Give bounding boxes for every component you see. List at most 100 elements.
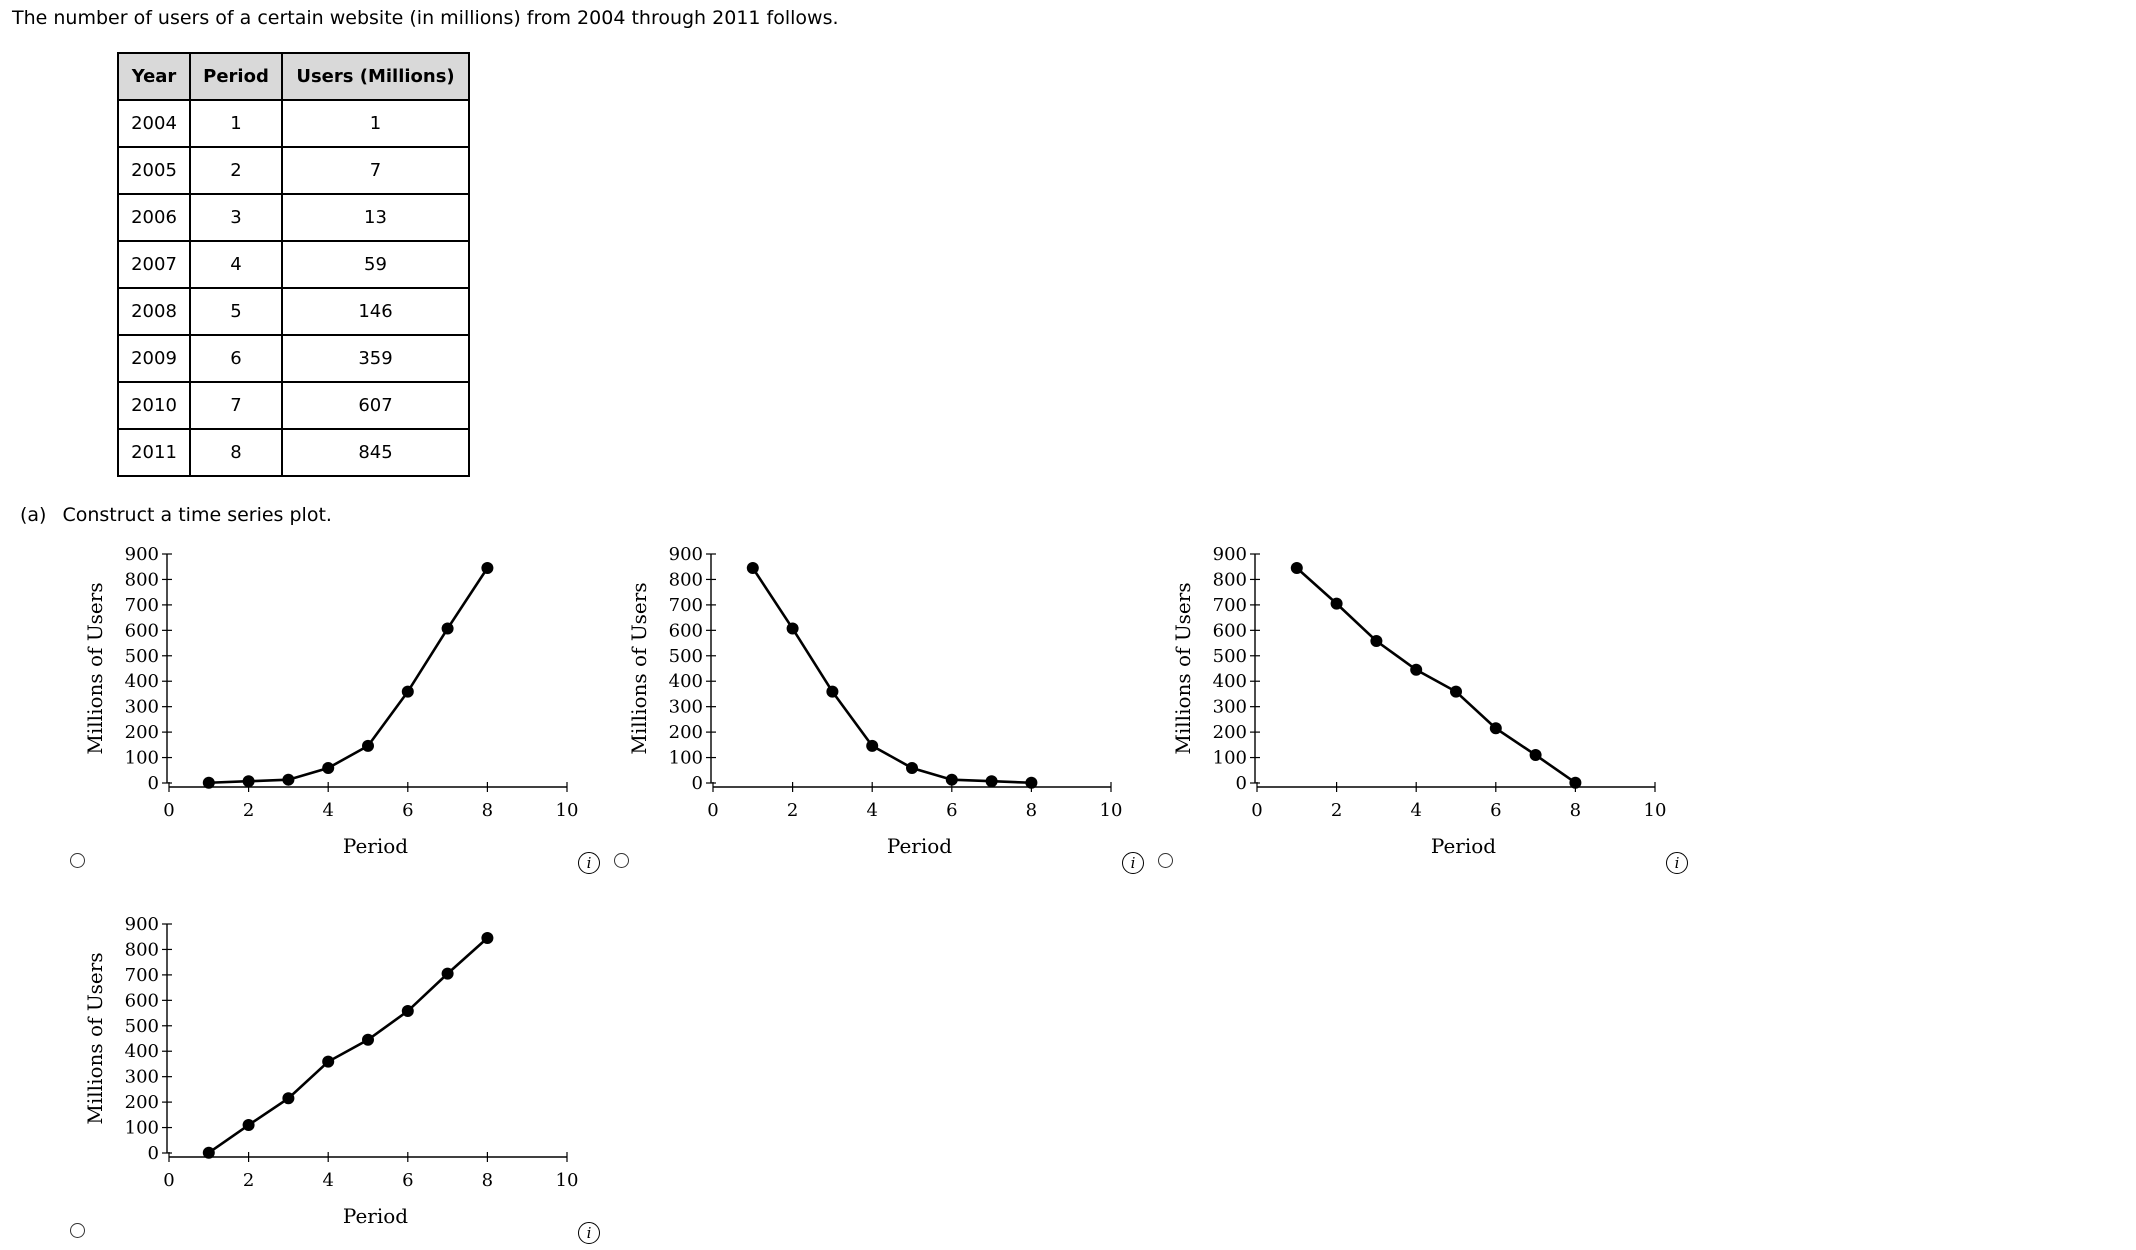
cell-year: 2010 xyxy=(117,381,191,430)
y-tick-label: 600 xyxy=(125,990,159,1011)
cell-users: 359 xyxy=(281,334,470,383)
time-series-chart-1: 0 100 200 300 400 500 600 700 800 900 0 2 4 6 8 10 Perio… xyxy=(83,544,579,858)
data-point xyxy=(322,761,335,774)
y-tick-label: 0 xyxy=(148,1143,159,1164)
data-point xyxy=(401,685,414,698)
data-point xyxy=(481,561,494,574)
x-axis-title: Period xyxy=(887,834,952,858)
option-3-radio[interactable] xyxy=(1158,853,1173,868)
y-tick-label: 700 xyxy=(125,965,159,986)
x-tick-label: 2 xyxy=(787,800,798,821)
data-point xyxy=(441,967,454,980)
part-a-label: (a) Construct a time series plot. xyxy=(20,504,332,526)
table-row: 2007 4 59 xyxy=(117,240,470,289)
answer-option-4: 0 100 200 300 400 500 600 700 800 900 0 2 4 6 8 10 Perio… xyxy=(80,910,640,1250)
option-1-info-icon[interactable]: i xyxy=(578,852,600,874)
series-line xyxy=(751,567,1032,785)
x-tick-label: 10 xyxy=(556,800,579,821)
y-tick-label: 200 xyxy=(125,1092,159,1113)
x-tick-label: 2 xyxy=(243,1170,254,1191)
y-tick-label: 100 xyxy=(1213,748,1247,769)
option-1-radio[interactable] xyxy=(70,853,85,868)
table-row: 2008 5 146 xyxy=(117,287,470,336)
data-point xyxy=(362,739,374,752)
problem-intro-text: The number of users of a certain website… xyxy=(12,7,839,29)
y-tick-label: 300 xyxy=(125,697,159,718)
data-point xyxy=(826,685,839,698)
y-tick-label: 600 xyxy=(1213,620,1247,641)
table-row: 2004 1 1 xyxy=(117,99,470,148)
data-point xyxy=(1529,749,1542,762)
answer-option-3: 0 100 200 300 400 500 600 700 800 900 0 2 4 6 8 10 Perio… xyxy=(1168,540,1728,880)
x-tick-label: 0 xyxy=(163,800,174,821)
cell-users: 13 xyxy=(281,193,470,242)
cell-users: 7 xyxy=(281,146,470,195)
data-point xyxy=(1569,776,1582,789)
x-tick-label: 2 xyxy=(1331,800,1342,821)
option-2-radio[interactable] xyxy=(614,853,629,868)
data-point xyxy=(906,761,918,774)
data-point xyxy=(786,622,799,635)
data-point xyxy=(362,1033,374,1046)
series-line xyxy=(208,937,489,1154)
time-series-chart-2: 0 100 200 300 400 500 600 700 800 900 0 2 4 6 8 10 Perio… xyxy=(627,544,1122,858)
x-tick-label: 4 xyxy=(1410,800,1421,821)
y-tick-label: 900 xyxy=(125,544,159,565)
cell-year: 2007 xyxy=(117,240,191,289)
data-point xyxy=(401,1005,414,1018)
y-tick-label: 0 xyxy=(692,773,703,794)
x-tick-label: 4 xyxy=(322,1170,333,1191)
y-tick-label: 800 xyxy=(1213,569,1247,590)
data-point xyxy=(1410,663,1423,676)
x-tick-label: 4 xyxy=(322,800,333,821)
option-4-info-icon[interactable]: i xyxy=(578,1222,600,1244)
data-point xyxy=(866,739,879,752)
data-point xyxy=(242,775,255,788)
option-2-info-icon[interactable]: i xyxy=(1122,852,1144,874)
x-tick-label: 6 xyxy=(402,1170,413,1191)
part-a-letter: (a) xyxy=(20,504,47,526)
option-3-info-icon[interactable]: i xyxy=(1666,852,1688,874)
cell-period: 1 xyxy=(189,99,283,148)
y-tick-label: 900 xyxy=(669,544,703,565)
x-tick-label: 8 xyxy=(1026,800,1037,821)
cell-period: 7 xyxy=(189,381,283,430)
data-point xyxy=(282,773,295,786)
column-header-year: Year xyxy=(117,52,191,101)
y-tick-label: 500 xyxy=(125,1016,159,1037)
y-axis-title: Millions of Users xyxy=(83,952,107,1124)
data-point xyxy=(1450,685,1462,698)
x-tick-label: 6 xyxy=(1490,800,1501,821)
table-row: 2005 2 7 xyxy=(117,146,470,195)
time-series-chart-3: 0 100 200 300 400 500 600 700 800 900 0 2 4 6 8 10 Perio… xyxy=(1171,544,1666,858)
cell-year: 2008 xyxy=(117,287,191,336)
cell-period: 6 xyxy=(189,334,283,383)
y-tick-label: 800 xyxy=(125,569,159,590)
table-row: 2010 7 607 xyxy=(117,381,470,430)
y-tick-label: 500 xyxy=(125,646,159,667)
series-line xyxy=(1295,567,1577,784)
x-axis-title: Period xyxy=(343,834,408,858)
part-a-prompt: Construct a time series plot. xyxy=(62,504,332,526)
y-tick-label: 600 xyxy=(125,620,159,641)
y-tick-label: 400 xyxy=(1213,671,1247,692)
y-tick-label: 100 xyxy=(125,1118,159,1139)
y-tick-label: 100 xyxy=(125,748,159,769)
answer-option-2: 0 100 200 300 400 500 600 700 800 900 0 2 4 6 8 10 Perio… xyxy=(624,540,1184,880)
data-point xyxy=(1370,635,1383,648)
cell-period: 4 xyxy=(189,240,283,289)
time-series-chart-4: 0 100 200 300 400 500 600 700 800 900 0 2 4 6 8 10 Perio… xyxy=(83,914,578,1228)
y-tick-label: 400 xyxy=(669,671,703,692)
x-tick-label: 8 xyxy=(1570,800,1581,821)
x-tick-label: 2 xyxy=(243,800,254,821)
cell-year: 2005 xyxy=(117,146,191,195)
y-tick-label: 800 xyxy=(125,939,159,960)
data-point xyxy=(1025,776,1038,789)
cell-year: 2004 xyxy=(117,99,191,148)
y-tick-label: 0 xyxy=(1236,773,1247,794)
data-point xyxy=(441,622,454,635)
data-point xyxy=(481,931,494,944)
y-tick-label: 0 xyxy=(148,773,159,794)
data-point xyxy=(202,1146,215,1159)
x-axis-title: Period xyxy=(1431,834,1496,858)
